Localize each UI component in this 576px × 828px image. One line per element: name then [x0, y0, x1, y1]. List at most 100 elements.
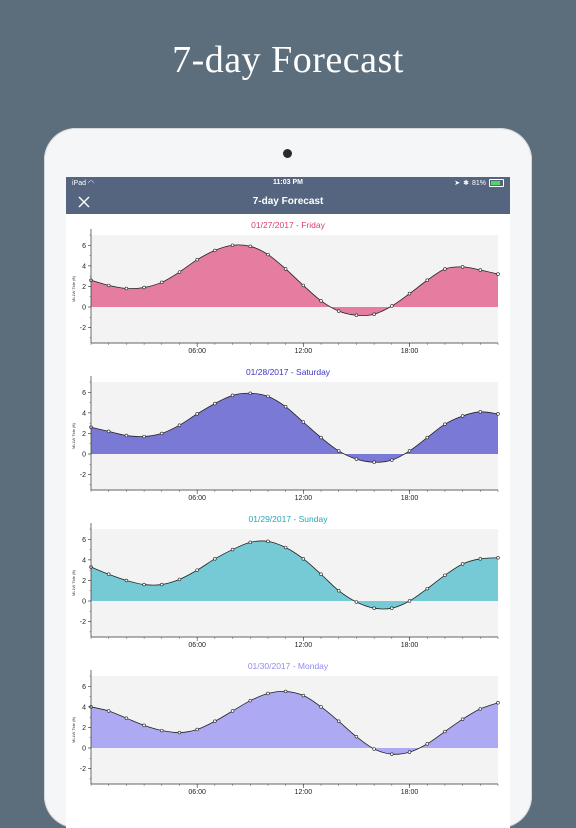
- x-tick-label: 06:00: [188, 495, 206, 502]
- tide-point: [301, 283, 306, 288]
- tide-point: [124, 433, 129, 438]
- status-device: iPad ◠: [72, 179, 94, 187]
- x-tick-label: 18:00: [401, 789, 419, 796]
- tide-point: [301, 557, 306, 561]
- tide-point: [106, 709, 111, 713]
- tide-point: [337, 449, 341, 453]
- y-tick-label: 4: [82, 704, 86, 711]
- tide-point: [177, 423, 182, 427]
- tide-point: [425, 586, 429, 591]
- tide-point: [106, 283, 111, 288]
- y-tick-label: 6: [82, 537, 86, 544]
- tide-point: [124, 286, 129, 291]
- tide-point: [354, 313, 359, 317]
- tide-point: [496, 412, 500, 416]
- y-tick-label: 4: [82, 557, 86, 564]
- status-time: 11:03 PM: [273, 179, 303, 186]
- tide-point: [407, 449, 412, 453]
- tide-area: [91, 244, 498, 316]
- x-tick-label: 06:00: [188, 789, 206, 796]
- close-button[interactable]: [74, 192, 94, 212]
- chart-title: 01/29/2017 - Sunday: [248, 514, 328, 524]
- wifi-icon: ◠: [87, 180, 95, 187]
- y-tick-label: 2: [82, 284, 86, 291]
- x-tick-label: 18:00: [401, 642, 419, 649]
- tide-point: [177, 577, 182, 582]
- y-tick-label: -2: [80, 619, 86, 626]
- tide-point: [460, 265, 465, 269]
- app-screen: iPad ◠ 11:03 PM ➤ ✱ 81% 7-day Forecast 0…: [66, 177, 510, 828]
- tide-point: [337, 309, 341, 313]
- tide-point: [319, 299, 323, 303]
- y-tick-label: 2: [82, 431, 86, 438]
- bluetooth-icon: ✱: [463, 180, 469, 187]
- y-tick-label: 4: [82, 410, 86, 417]
- tide-point: [407, 291, 412, 296]
- status-right: ➤ ✱ 81%: [454, 179, 504, 187]
- nav-bar: 7-day Forecast: [66, 190, 510, 214]
- y-tick-label: 0: [82, 746, 86, 753]
- tide-point: [160, 431, 164, 436]
- tide-point: [124, 716, 129, 720]
- y-tick-label: 0: [82, 305, 86, 312]
- tide-point: [478, 410, 483, 414]
- chart-title: 01/27/2017 - Friday: [251, 220, 325, 230]
- y-tick-label: 0: [82, 452, 86, 459]
- tide-point: [319, 705, 323, 709]
- tide-point: [407, 599, 412, 603]
- tide-point: [390, 458, 394, 462]
- tide-point: [283, 404, 288, 409]
- y-tick-label: 6: [82, 243, 86, 250]
- y-axis-label: MLLW Tide (ft): [71, 422, 76, 449]
- tide-point: [319, 435, 323, 440]
- chart-title: 01/28/2017 - Saturday: [245, 367, 331, 377]
- tide-point: [337, 589, 341, 593]
- tide-point: [372, 606, 376, 610]
- x-tick-label: 18:00: [401, 348, 419, 355]
- camera-dot: [283, 149, 292, 158]
- x-tick-label: 12:00: [295, 348, 313, 355]
- x-tick-label: 06:00: [188, 348, 206, 355]
- tide-point: [195, 727, 199, 732]
- tide-point: [301, 693, 306, 698]
- y-tick-label: 2: [82, 578, 86, 585]
- tide-point: [478, 707, 483, 711]
- x-tick-label: 12:00: [295, 789, 313, 796]
- tide-point: [443, 729, 447, 734]
- x-tick-label: 18:00: [401, 495, 419, 502]
- tide-point: [213, 719, 217, 723]
- tide-point: [425, 278, 429, 282]
- promo-title: 7-day Forecast: [172, 39, 404, 81]
- tide-point: [407, 750, 412, 754]
- tide-point: [283, 545, 288, 550]
- tide-point: [319, 572, 323, 576]
- tide-point: [478, 268, 483, 272]
- tide-point: [213, 557, 217, 561]
- nav-title: 7-day Forecast: [252, 196, 324, 207]
- tide-point: [266, 394, 270, 399]
- tide-point: [283, 689, 288, 694]
- ipad-frame: iPad ◠ 11:03 PM ➤ ✱ 81% 7-day Forecast 0…: [44, 128, 532, 828]
- tide-point: [195, 568, 199, 572]
- tide-point: [142, 285, 146, 290]
- tide-point: [266, 691, 270, 696]
- tide-point: [496, 272, 500, 276]
- tide-point: [142, 723, 146, 728]
- tide-point: [390, 606, 394, 610]
- tide-point: [390, 752, 394, 756]
- tide-point: [248, 244, 252, 249]
- tide-point: [230, 243, 235, 247]
- tide-point: [142, 434, 146, 439]
- battery-percent: 81%: [471, 179, 486, 187]
- tide-point: [372, 312, 376, 316]
- tide-point: [425, 742, 429, 746]
- y-axis-label: MLLW Tide (ft): [71, 569, 76, 596]
- tide-point: [177, 730, 182, 735]
- tide-point: [248, 540, 252, 545]
- tide-point: [195, 412, 199, 416]
- tide-area: [91, 393, 498, 463]
- tide-point: [443, 267, 447, 271]
- tide-point: [230, 547, 235, 552]
